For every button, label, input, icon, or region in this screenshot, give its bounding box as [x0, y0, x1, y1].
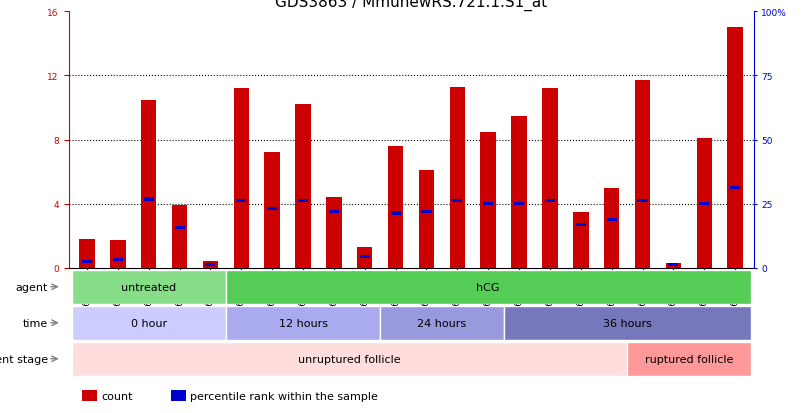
Bar	[175, 226, 185, 230]
Bar	[514, 202, 524, 206]
Bar	[573, 212, 588, 268]
Text: hCG: hCG	[476, 282, 500, 292]
Bar	[607, 218, 617, 222]
Bar	[696, 139, 712, 268]
Bar	[422, 210, 431, 214]
Bar	[264, 153, 280, 268]
Bar	[226, 270, 750, 304]
Bar	[82, 260, 92, 263]
Bar	[359, 255, 370, 259]
Bar	[388, 147, 403, 268]
Bar	[638, 199, 647, 203]
Bar	[79, 239, 95, 268]
Bar	[391, 212, 401, 216]
Bar	[72, 342, 627, 376]
Bar	[452, 199, 463, 203]
Text: untreated: untreated	[121, 282, 177, 292]
Bar	[604, 188, 619, 268]
Text: 24 hours: 24 hours	[418, 318, 467, 328]
Bar	[357, 247, 372, 268]
Text: 36 hours: 36 hours	[603, 318, 651, 328]
Text: count: count	[102, 391, 133, 401]
Bar	[627, 342, 750, 376]
Bar	[700, 202, 709, 206]
Bar	[727, 28, 743, 268]
Bar	[480, 132, 496, 268]
Bar	[635, 81, 650, 268]
Bar	[380, 306, 504, 340]
Bar	[113, 258, 123, 262]
Bar	[545, 199, 555, 203]
Bar	[206, 263, 215, 267]
Text: development stage: development stage	[0, 354, 48, 364]
Text: 0 hour: 0 hour	[131, 318, 167, 328]
Bar	[226, 306, 380, 340]
Bar	[730, 186, 740, 190]
Bar	[295, 105, 311, 268]
Bar	[72, 306, 226, 340]
Bar	[575, 223, 586, 227]
Bar	[511, 116, 527, 268]
Bar	[542, 89, 558, 268]
Text: ruptured follicle: ruptured follicle	[645, 354, 733, 364]
Bar	[267, 207, 277, 211]
Title: GDS3863 / MmunewRS.721.1.S1_at: GDS3863 / MmunewRS.721.1.S1_at	[275, 0, 547, 11]
Bar	[504, 306, 750, 340]
Text: time: time	[23, 318, 48, 328]
Bar	[326, 198, 342, 268]
Bar	[203, 262, 218, 268]
Bar	[141, 100, 156, 268]
Text: unruptured follicle: unruptured follicle	[298, 354, 401, 364]
Bar	[298, 199, 308, 203]
Bar	[110, 241, 126, 268]
Bar	[419, 171, 434, 268]
Bar	[483, 202, 493, 206]
Bar	[172, 206, 187, 268]
Bar	[450, 88, 465, 268]
Bar	[236, 199, 247, 203]
Bar	[666, 263, 681, 268]
Bar	[143, 197, 154, 201]
Bar	[668, 263, 679, 267]
Bar	[72, 270, 226, 304]
Text: percentile rank within the sample: percentile rank within the sample	[190, 391, 378, 401]
Bar	[171, 390, 186, 401]
Text: 12 hours: 12 hours	[279, 318, 327, 328]
Bar	[329, 210, 339, 214]
Text: agent: agent	[15, 282, 48, 292]
Bar	[234, 89, 249, 268]
Bar	[82, 390, 98, 401]
